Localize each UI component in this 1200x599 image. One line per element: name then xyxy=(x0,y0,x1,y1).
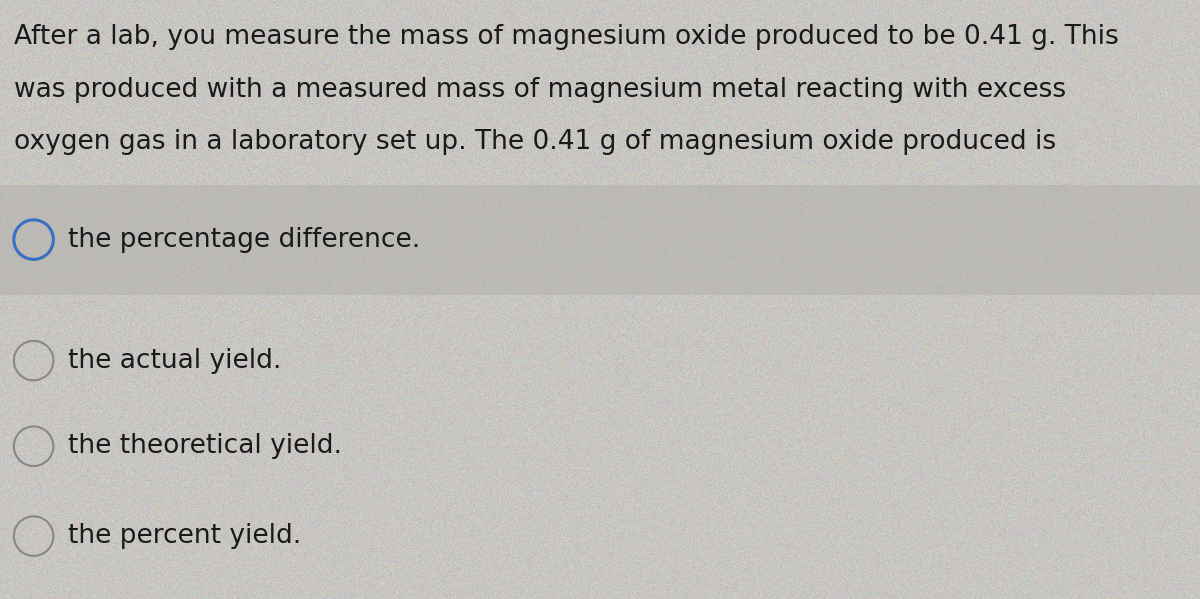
Text: the percent yield.: the percent yield. xyxy=(67,523,301,549)
Text: the percentage difference.: the percentage difference. xyxy=(67,226,420,253)
Text: the actual yield.: the actual yield. xyxy=(67,347,281,374)
Text: was produced with a measured mass of magnesium metal reacting with excess: was produced with a measured mass of mag… xyxy=(14,77,1067,102)
Text: the theoretical yield.: the theoretical yield. xyxy=(67,433,342,459)
Text: oxygen gas in a laboratory set up. The 0.41 g of magnesium oxide produced is: oxygen gas in a laboratory set up. The 0… xyxy=(14,129,1056,155)
Text: After a lab, you measure the mass of magnesium oxide produced to be 0.41 g. This: After a lab, you measure the mass of mag… xyxy=(14,24,1120,50)
